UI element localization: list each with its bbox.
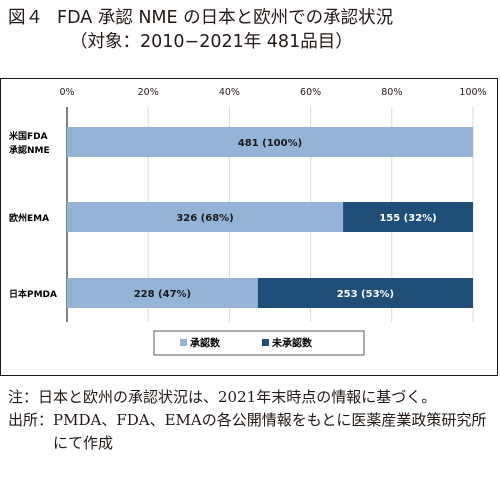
legend-label: 未承認数 bbox=[271, 337, 313, 350]
x-tick-label: 40% bbox=[219, 87, 240, 98]
note-text: 日本と欧州の承認状況は、2021年末時点の情報に基づく。 bbox=[38, 388, 437, 406]
figure-title-block: 図４ FDA 承認 NME の日本と欧州での承認状況 （対象：2010−2021年… bbox=[8, 6, 496, 54]
figure-title: FDA 承認 NME の日本と欧州での承認状況 bbox=[57, 8, 394, 28]
bar-segment bbox=[257, 278, 473, 308]
source-label: 出所： bbox=[8, 411, 54, 429]
x-tick-label: 60% bbox=[300, 87, 321, 98]
bar-segment bbox=[67, 127, 473, 157]
data-label: 481 (100%) bbox=[238, 138, 302, 149]
source-row: 出所： PMDA、FDA、EMAの各公開情報をもとに医薬産業政策研究所にて作成 bbox=[8, 409, 496, 455]
legend-box bbox=[153, 330, 365, 356]
x-tick-label: 20% bbox=[138, 87, 159, 98]
figure-notes: 注： 日本と欧州の承認状況は、2021年末時点の情報に基づく。 出所： PMDA… bbox=[8, 386, 496, 455]
bar-segment bbox=[343, 202, 473, 232]
data-label: 228 (47%) bbox=[134, 289, 191, 300]
x-tick-label: 80% bbox=[381, 87, 402, 98]
category-label: 日本PMDA bbox=[9, 288, 57, 300]
source-text: PMDA、FDA、EMAの各公開情報をもとに医薬産業政策研究所にて作成 bbox=[53, 411, 487, 452]
figure-label: 図４ bbox=[8, 8, 43, 28]
category-label: 承認NME bbox=[9, 144, 50, 156]
bar-segment bbox=[67, 202, 344, 232]
figure-subtitle: （対象：2010−2021年 481品目） bbox=[70, 32, 353, 52]
stacked-bar-chart: 0% 20% 40% 60% 80% 100% 米国FDA 承認NME 481 (100%) 欧州… bbox=[8, 87, 487, 356]
data-label: 155 (32%) bbox=[379, 213, 436, 224]
category-label: 米国FDA bbox=[8, 130, 48, 142]
note-row: 注： 日本と欧州の承認状況は、2021年末時点の情報に基づく。 bbox=[8, 386, 496, 409]
legend-swatch bbox=[180, 339, 187, 346]
legend-label: 承認数 bbox=[190, 337, 221, 350]
category-label: 欧州EMA bbox=[9, 212, 49, 224]
x-tick-label: 100% bbox=[459, 87, 486, 98]
legend-swatch bbox=[262, 339, 269, 346]
figure-title-line: 図４ FDA 承認 NME の日本と欧州での承認状況 bbox=[8, 6, 496, 30]
data-label: 326 (68%) bbox=[176, 213, 233, 224]
x-tick-label: 0% bbox=[59, 87, 74, 98]
data-label: 253 (53%) bbox=[337, 289, 394, 300]
chart-frame: 0% 20% 40% 60% 80% 100% 米国FDA 承認NME 481 (100%) 欧州… bbox=[0, 78, 498, 376]
note-label: 注： bbox=[8, 388, 39, 406]
bar-segment bbox=[67, 278, 258, 308]
